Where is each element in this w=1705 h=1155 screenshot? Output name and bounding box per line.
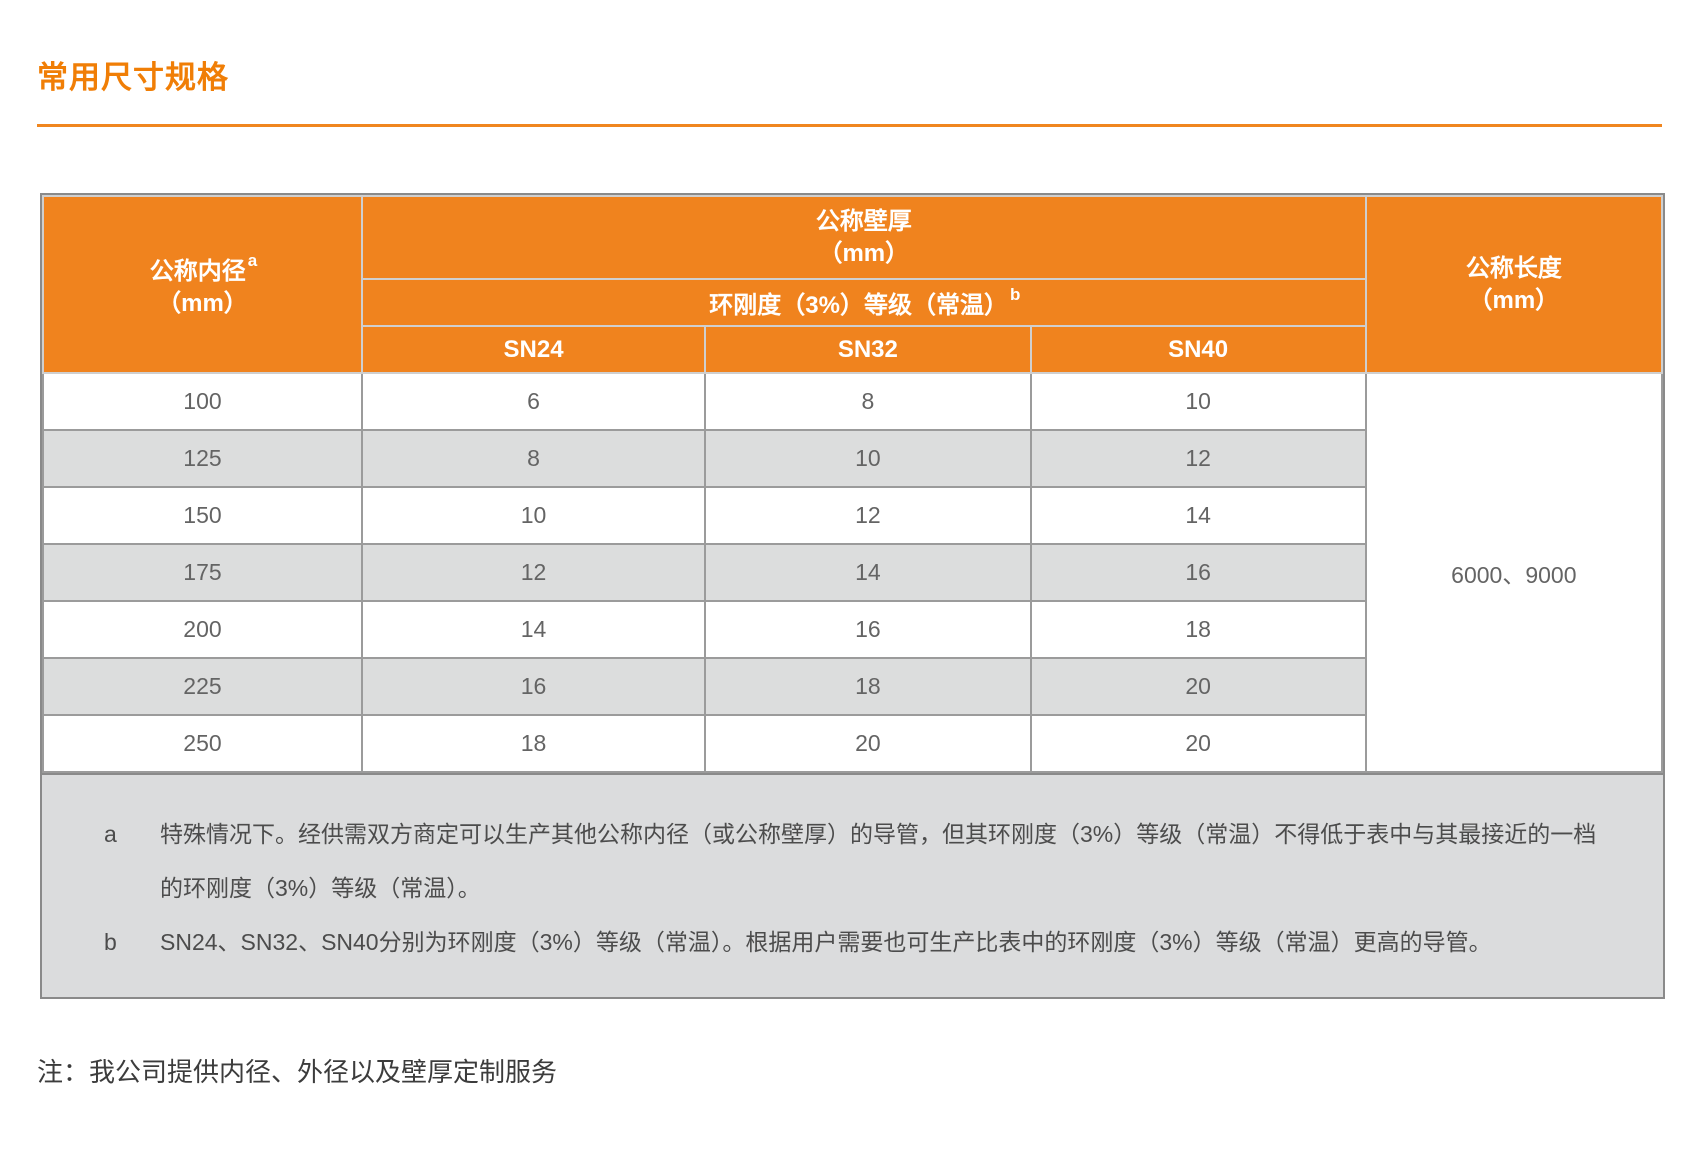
sn40-cell: 16 xyxy=(1029,543,1367,602)
sn24-cell: 14 xyxy=(360,600,707,659)
sn32-cell: 8 xyxy=(704,372,1032,431)
sn24-cell: 12 xyxy=(360,543,707,602)
title-underline xyxy=(37,124,1662,127)
table-row: 250 18 20 20 xyxy=(42,714,1662,773)
table-row: 125 8 10 12 xyxy=(42,429,1662,488)
page-title: 常用尺寸规格 xyxy=(37,60,229,95)
footnote-marker-a-ref: a xyxy=(247,251,258,270)
header-row-3: SN24 SN32 SN40 xyxy=(43,325,1662,374)
diameter-cell: 225 xyxy=(42,657,363,716)
header-ring-stiffness-title: 环刚度（3%）等级（常温） xyxy=(709,292,1008,319)
diameter-cell: 150 xyxy=(42,486,363,545)
table-row: 100 6 8 10 6000、9000 xyxy=(42,372,1664,773)
header-length: 公称长度 （mm） xyxy=(1364,195,1664,374)
header-sn24: SN24 xyxy=(360,325,707,374)
sn24-cell: 8 xyxy=(360,429,707,488)
header-sn32: SN32 xyxy=(704,325,1032,374)
header-length-title: 公称长度 xyxy=(1465,254,1562,282)
sn40-cell: 18 xyxy=(1029,600,1367,659)
sn24-cell: 16 xyxy=(360,657,707,716)
header-ring-stiffness: 环刚度（3%）等级（常温） b xyxy=(360,278,1367,327)
spec-table-container: 公称内径 a （mm） 公称壁厚 （mm） 公称长度 （mm） 环刚度（3%）等级… xyxy=(40,193,1665,999)
footnote-a: a 特殊情况下。经供需双方商定可以生产其他公称内径（或公称壁厚）的导管，但其环刚… xyxy=(104,807,1601,915)
footnote-b-text: SN24、SN32、SN40分别为环刚度（3%）等级（常温）。根据用户需要也可生… xyxy=(160,929,1492,955)
footnote-b: b SN24、SN32、SN40分别为环刚度（3%）等级（常温）。根据用户需要也… xyxy=(104,915,1601,969)
customization-note: 注：我公司提供内径、外径以及壁厚定制服务 xyxy=(37,1057,558,1087)
sn40-cell: 14 xyxy=(1029,486,1367,545)
table-row: 225 16 18 20 xyxy=(42,657,1662,716)
footnote-a-text: 特殊情况下。经供需双方商定可以生产其他公称内径（或公称壁厚）的导管，但其环刚度（… xyxy=(160,821,1597,901)
footnote-b-marker: b xyxy=(104,929,117,955)
footnote-a-marker: a xyxy=(104,821,117,847)
sn24-cell: 6 xyxy=(360,372,707,431)
sn24-cell: 10 xyxy=(360,486,707,545)
sn24-cell: 18 xyxy=(360,714,707,773)
sn40-cell: 12 xyxy=(1029,429,1367,488)
header-wall-thickness-unit: （mm） xyxy=(818,239,910,267)
footnotes-box: a 特殊情况下。经供需双方商定可以生产其他公称内径（或公称壁厚）的导管，但其环刚… xyxy=(42,773,1663,997)
header-inner-diameter-title: 公称内径 a xyxy=(149,251,258,285)
table-body: 100 6 8 10 6000、9000 125 8 10 12 150 10 12 14 175 12 14… xyxy=(42,372,1664,773)
sn40-cell: 10 xyxy=(1029,372,1367,431)
diameter-cell: 175 xyxy=(42,543,363,602)
header-length-unit: （mm） xyxy=(1468,286,1560,314)
table-row: 150 10 12 14 xyxy=(42,486,1662,545)
diameter-cell: 200 xyxy=(42,600,363,659)
sn32-cell: 20 xyxy=(704,714,1032,773)
header-row-2: 环刚度（3%）等级（常温） b xyxy=(43,278,1662,327)
spec-table: 公称内径 a （mm） 公称壁厚 （mm） 公称长度 （mm） 环刚度（3%）等级… xyxy=(42,195,1664,773)
table-row: 175 12 14 16 xyxy=(42,543,1662,602)
header-row-1: 公称内径 a （mm） 公称壁厚 （mm） 公称长度 （mm） xyxy=(42,195,1664,374)
sn32-cell: 14 xyxy=(704,543,1032,602)
header-wall-thickness-title: 公称壁厚 xyxy=(815,207,912,235)
diameter-cell: 100 xyxy=(42,372,363,431)
header-wall-thickness: 公称壁厚 （mm） xyxy=(360,195,1367,280)
header-inner-diameter: 公称内径 a （mm） xyxy=(42,195,363,374)
sn32-cell: 16 xyxy=(704,600,1032,659)
header-sn40: SN40 xyxy=(1029,325,1367,374)
header-inner-diameter-unit: （mm） xyxy=(157,290,248,317)
sn32-cell: 10 xyxy=(704,429,1032,488)
length-cell: 6000、9000 xyxy=(1364,372,1664,773)
sn40-cell: 20 xyxy=(1029,714,1367,773)
diameter-cell: 125 xyxy=(42,429,363,488)
sn32-cell: 18 xyxy=(704,657,1032,716)
sn40-cell: 20 xyxy=(1029,657,1367,716)
footnote-marker-b-ref: b xyxy=(1009,285,1021,304)
table-row: 200 14 16 18 xyxy=(42,600,1662,659)
sn32-cell: 12 xyxy=(704,486,1032,545)
diameter-cell: 250 xyxy=(42,714,363,773)
